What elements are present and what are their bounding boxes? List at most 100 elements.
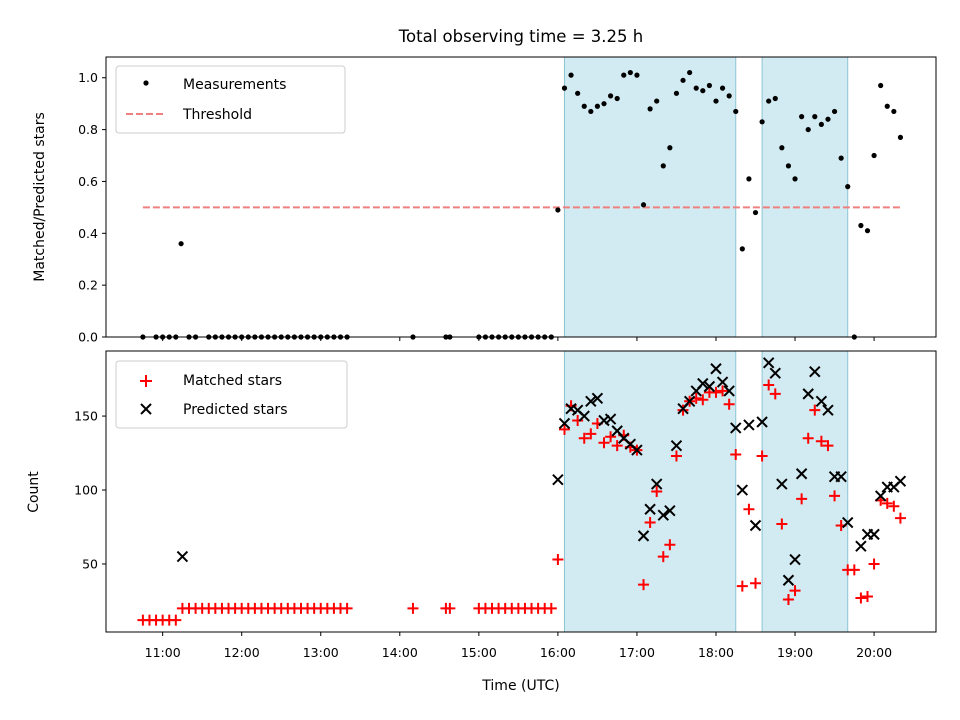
observing-window [563,56,737,338]
x-tick-label: 13:00 [303,645,339,660]
matched-star-point [657,551,669,563]
top-plot-frame [105,56,937,338]
predicted-star-point [789,553,801,566]
predicted-star-point [868,528,880,541]
matched-star-point [868,558,880,570]
measurement-point [733,108,739,115]
measurement-point [700,88,706,94]
predicted-star-point [842,516,854,529]
matched-star-point [756,450,768,462]
x-tick-label: 16:00 [540,645,576,660]
x-tick-label: 18:00 [698,645,734,660]
matched-star-point [611,440,623,452]
predicted-star-point [835,471,847,483]
measurement-point [568,72,574,78]
measurement-point [884,103,890,109]
matched-star-point [763,379,775,391]
matched-star-point [796,493,808,505]
matched-star-point [605,431,617,443]
predicted-star-point [736,484,749,496]
measurement-point [838,155,844,161]
bottom-y-tick-label: 50 [82,556,98,571]
matched-star-point [881,497,893,509]
predicted-star-point [730,422,742,434]
bottom-y-axis-label: Count [26,471,42,513]
matched-star-point [578,432,590,444]
matched-star-points [137,379,906,626]
matched-star-point [651,486,663,497]
predicted-star-point [894,475,907,487]
x-tick-label: 20:00 [856,645,892,660]
top-y-tick-label: 0.4 [78,226,98,241]
predicted-star-point [683,395,696,407]
matched-star-point [558,423,570,435]
measurement-point [667,145,673,151]
legend-predicted-marker [140,403,152,415]
matched-star-point [776,518,788,530]
matched-star-point [723,398,735,410]
measurement-point [581,103,587,109]
predicted-star-point [650,478,663,490]
measurement-point [878,82,884,89]
predicted-star-point [743,419,755,431]
matched-star-point [789,585,801,597]
top-y-tick-label: 0.2 [78,278,98,293]
x-tick-label: 14:00 [382,645,418,660]
predicted-star-point [631,444,643,456]
measurement-points [140,69,904,340]
legend-threshold-label: Threshold [182,107,252,123]
measurement-point [858,222,864,229]
predicted-star-point [802,388,814,400]
top-y-axis-label: Matched/Predicted stars [32,112,48,282]
x-tick-label: 17:00 [619,645,655,660]
measurement-point [561,85,568,91]
measurement-point [805,126,811,133]
bottom-legend-box [115,360,348,429]
matched-star-point [670,450,682,462]
predicted-star-point [703,380,716,393]
predicted-star-point [815,395,828,407]
measurement-point [719,85,726,91]
observing-window [761,56,849,338]
measurement-point [785,163,792,169]
predicted-star-point [710,363,722,375]
matched-star-point [750,577,762,589]
predicted-star-point [809,365,821,378]
predicted-star-point [552,473,564,486]
matched-star-point [809,404,821,416]
measurement-point [680,77,686,83]
predicted-star-point [769,367,781,379]
measurement-point [825,116,831,122]
x-tick-label: 11:00 [145,645,181,660]
predicted-star-point [749,519,762,532]
matched-star-point [769,388,781,400]
measurement-point [607,93,614,99]
predicted-star-point [697,377,709,390]
matched-star-point [717,385,729,397]
bottom-y-tick-label: 150 [74,409,98,424]
measurement-point [640,202,647,208]
matched-star-point [638,579,650,591]
measurement-point [713,98,719,104]
matched-star-point [730,449,742,461]
measurement-point [799,114,805,120]
predicted-star-point [874,490,887,502]
matched-star-point [170,614,182,626]
predicted-star-point [782,574,795,586]
matched-star-point [894,512,906,524]
predicted-star-point [664,505,676,517]
predicted-star-point [776,478,788,490]
predicted-star-point [591,392,604,405]
predicted-star-point [756,416,768,428]
matched-star-point [341,602,353,614]
measurement-point [693,85,699,91]
matched-star-point [545,602,557,614]
top-observing-windows [563,56,849,338]
legend-matched-marker [140,375,152,387]
matched-star-point [815,435,827,447]
measurement-point [706,82,712,89]
top-x-ticks [162,337,875,341]
matched-star-point [664,539,676,551]
legend-matched-label: Matched stars [183,373,282,389]
